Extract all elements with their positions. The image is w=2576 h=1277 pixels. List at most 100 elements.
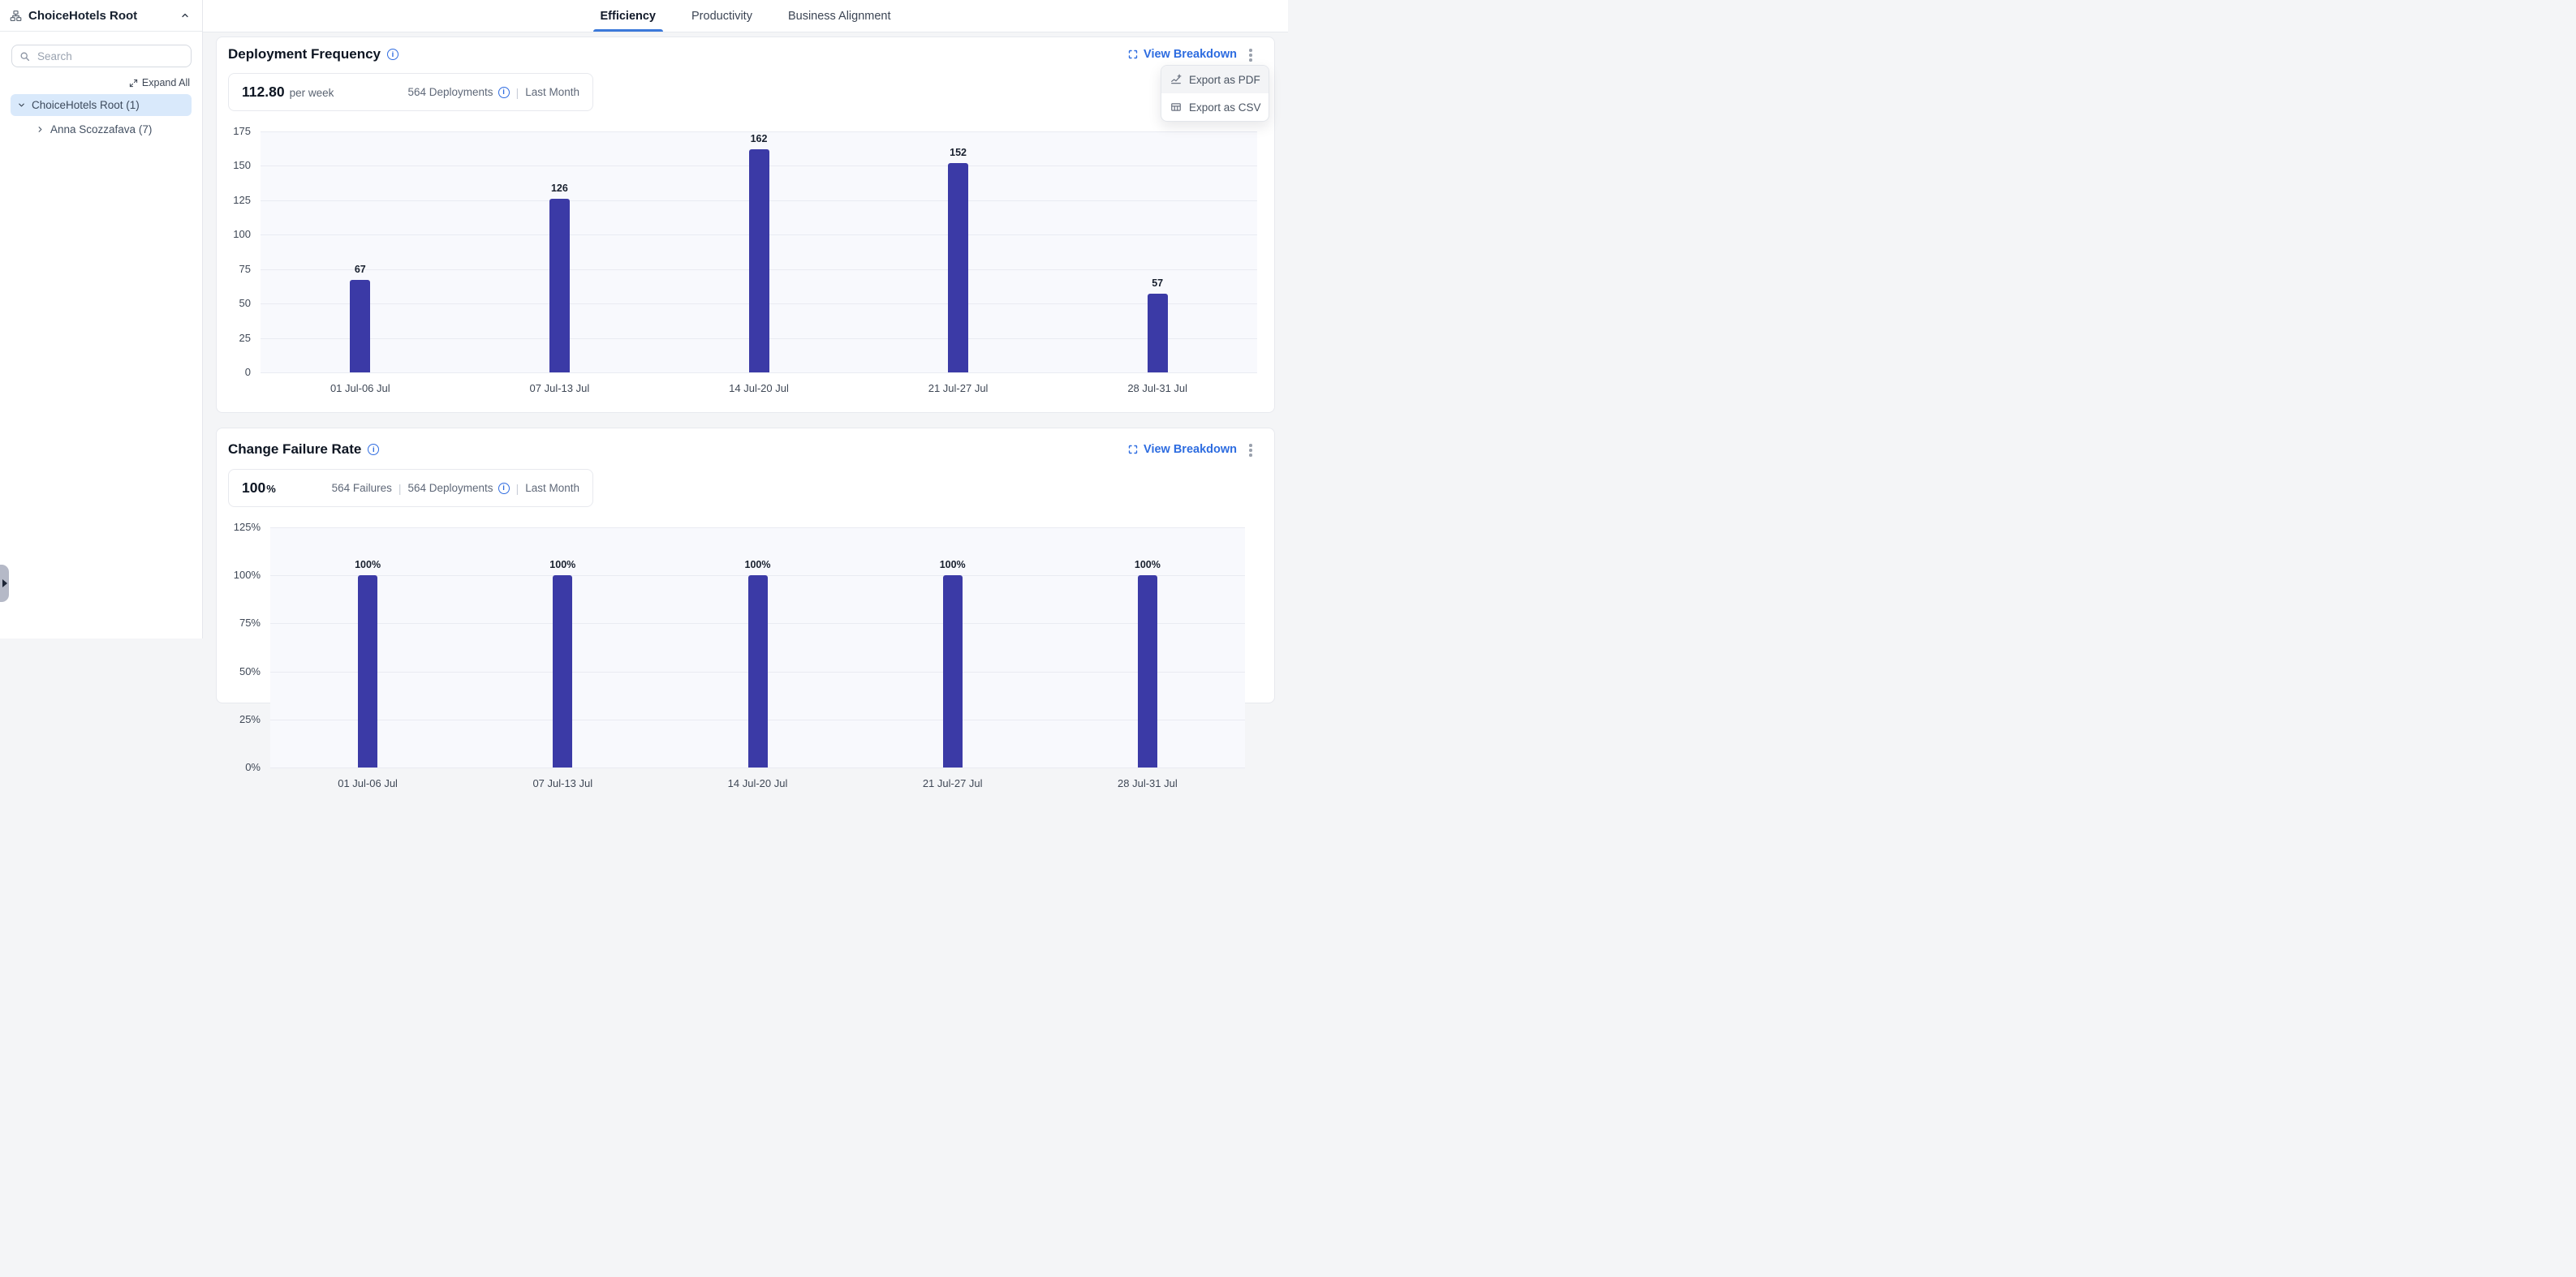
view-breakdown-label: View Breakdown bbox=[1144, 443, 1237, 456]
stat-meta: 564 Failures | 564 Deployments i | Last Month bbox=[332, 482, 579, 495]
x-axis-category-label: 21 Jul-27 Jul bbox=[928, 382, 989, 394]
x-axis-category-label: 14 Jul-20 Jul bbox=[727, 777, 788, 789]
stat-summary: 100 % 564 Failures | 564 Deployments i | Last… bbox=[228, 469, 593, 507]
bar-value-label: 126 bbox=[550, 183, 568, 195]
bar-07-jul-13-jul[interactable] bbox=[553, 575, 573, 767]
x-axis-category-label: 07 Jul-13 Jul bbox=[532, 777, 593, 789]
y-axis-tick-label: 75 bbox=[239, 262, 251, 275]
sidebar-header: ChoiceHotels Root bbox=[0, 0, 202, 32]
y-axis-tick-label: 25% bbox=[239, 712, 261, 725]
tab-bar: Efficiency Productivity Business Alignment bbox=[203, 0, 1288, 32]
chart-change-failure-rate: 0% 25% 50% 75% 100% 125% 100% 01 Jul-06 Jul 100%… bbox=[0, 0, 1288, 789]
y-axis-tick-label: 25 bbox=[239, 331, 251, 344]
bar-value-label: 162 bbox=[750, 133, 768, 145]
stat-meta-item: 564 Deployments i bbox=[408, 482, 510, 494]
sidebar-collapse-handle[interactable] bbox=[0, 565, 9, 602]
org-hierarchy-icon bbox=[10, 10, 22, 22]
gridline bbox=[261, 372, 1257, 373]
tab-productivity[interactable]: Productivity bbox=[691, 9, 752, 23]
stat-meta-item: 564 Failures bbox=[332, 482, 392, 494]
bar-01-jul-06-jul[interactable] bbox=[358, 575, 378, 767]
y-axis-tick-label: 75% bbox=[239, 617, 261, 630]
y-axis-tick-label: 125 bbox=[233, 193, 251, 206]
stat-meta-item: 564 Deployments i bbox=[408, 86, 510, 98]
search-input[interactable] bbox=[36, 49, 183, 63]
bar-value-label: 100% bbox=[744, 559, 771, 571]
y-axis-tick-label: 50 bbox=[239, 297, 251, 310]
tree-item-anna-scozzafava-7[interactable]: Anna Scozzafava (7) bbox=[11, 118, 192, 140]
expand-all-button[interactable]: Expand All bbox=[129, 77, 190, 88]
bar-21-jul-27-jul[interactable] bbox=[948, 163, 969, 372]
menu-item-export-as-csv[interactable]: Export as CSV bbox=[1161, 93, 1269, 121]
gridline bbox=[261, 131, 1257, 132]
gridline bbox=[270, 767, 1245, 768]
x-axis-category-label: 28 Jul-31 Jul bbox=[1118, 777, 1178, 789]
bar-14-jul-20-jul[interactable] bbox=[748, 149, 769, 372]
gridline bbox=[270, 527, 1245, 528]
tab-efficiency[interactable]: Efficiency bbox=[592, 0, 663, 32]
view-breakdown-label: View Breakdown bbox=[1144, 48, 1237, 61]
bar-value-label: 100% bbox=[939, 559, 966, 571]
tree-item-label: ChoiceHotels Root (1) bbox=[32, 99, 140, 111]
kebab-menu-button[interactable] bbox=[1245, 48, 1256, 62]
x-axis-category-label: 14 Jul-20 Jul bbox=[729, 382, 789, 394]
y-axis-tick-label: 0% bbox=[245, 761, 261, 773]
bar-value-label: 100% bbox=[1134, 559, 1161, 571]
caret-right-icon bbox=[2, 579, 7, 587]
info-icon[interactable]: i bbox=[498, 86, 510, 98]
x-axis-category-label: 28 Jul-31 Jul bbox=[1127, 382, 1188, 394]
stat-unit: per week bbox=[289, 87, 334, 99]
stat-meta: 564 Deployments i | Last Month bbox=[408, 86, 580, 99]
tree-item-choicehotels-root-1[interactable]: ChoiceHotels Root (1) bbox=[11, 94, 192, 116]
export-context-menu: Export as PDF Export as CSV bbox=[1161, 65, 1269, 122]
view-breakdown-button[interactable]: View Breakdown bbox=[1128, 48, 1237, 61]
search-icon bbox=[19, 51, 30, 62]
x-axis-category-label: 01 Jul-06 Jul bbox=[330, 382, 390, 394]
sidebar-collapse-button[interactable] bbox=[178, 8, 192, 23]
stat-value: 100 bbox=[242, 479, 266, 496]
info-icon[interactable]: i bbox=[498, 482, 510, 494]
bar-value-label: 152 bbox=[950, 147, 967, 159]
bar-28-jul-31-jul[interactable] bbox=[1147, 294, 1168, 372]
sidebar: ChoiceHotels Root Expand All ChoiceHotel… bbox=[0, 0, 203, 638]
stat-meta-text: Last Month bbox=[525, 86, 579, 98]
stat-summary: 112.80 per week 564 Deployments i | Last Mo… bbox=[228, 73, 593, 111]
y-axis-tick-label: 50% bbox=[239, 664, 261, 677]
card-title: Change Failure Rate bbox=[228, 441, 362, 457]
bar-value-label: 100% bbox=[355, 559, 381, 571]
x-axis-category-label: 01 Jul-06 Jul bbox=[338, 777, 398, 789]
chevron-up-icon bbox=[180, 11, 190, 20]
menu-item-label: Export as CSV bbox=[1189, 101, 1261, 114]
meta-separator: | bbox=[398, 481, 402, 495]
card-title: Deployment Frequency bbox=[228, 46, 381, 62]
stat-value: 112.80 bbox=[242, 84, 285, 100]
bar-07-jul-13-jul[interactable] bbox=[549, 199, 570, 372]
stat-unit: % bbox=[266, 483, 276, 495]
stat-meta-text: 564 Failures bbox=[331, 482, 392, 494]
info-icon[interactable]: i bbox=[368, 444, 380, 455]
menu-item-export-as-pdf[interactable]: Export as PDF bbox=[1161, 66, 1269, 93]
bar-28-jul-31-jul[interactable] bbox=[1137, 575, 1157, 767]
x-axis-category-label: 07 Jul-13 Jul bbox=[529, 382, 590, 394]
info-icon[interactable]: i bbox=[387, 49, 398, 60]
stat-meta-item: Last Month bbox=[525, 482, 579, 494]
bar-14-jul-20-jul[interactable] bbox=[747, 575, 768, 767]
x-axis-category-label: 21 Jul-27 Jul bbox=[922, 777, 983, 789]
expand-corners-icon bbox=[1128, 445, 1138, 454]
table-icon bbox=[1170, 101, 1182, 113]
tab-business-alignment[interactable]: Business Alignment bbox=[787, 9, 891, 23]
stat-meta-item: Last Month bbox=[525, 86, 579, 98]
meta-separator: | bbox=[515, 481, 519, 495]
chevron-down-icon bbox=[17, 101, 26, 110]
bar-21-jul-27-jul[interactable] bbox=[942, 575, 963, 767]
bar-01-jul-06-jul[interactable] bbox=[350, 280, 371, 372]
bar-value-label: 57 bbox=[1152, 277, 1164, 290]
view-breakdown-button[interactable]: View Breakdown bbox=[1128, 443, 1237, 456]
chart-deployment-frequency: 0 25 50 75 100 125 150 175 67 01 Jul-06 Jul 126 07 … bbox=[0, 0, 1288, 638]
bar-value-label: 100% bbox=[549, 559, 576, 571]
tree-item-label: Anna Scozzafava (7) bbox=[50, 123, 153, 135]
kebab-menu-button[interactable] bbox=[1245, 443, 1256, 458]
y-axis-tick-label: 100 bbox=[233, 228, 251, 241]
bar-value-label: 67 bbox=[354, 264, 366, 276]
expand-all-label: Expand All bbox=[141, 77, 190, 88]
